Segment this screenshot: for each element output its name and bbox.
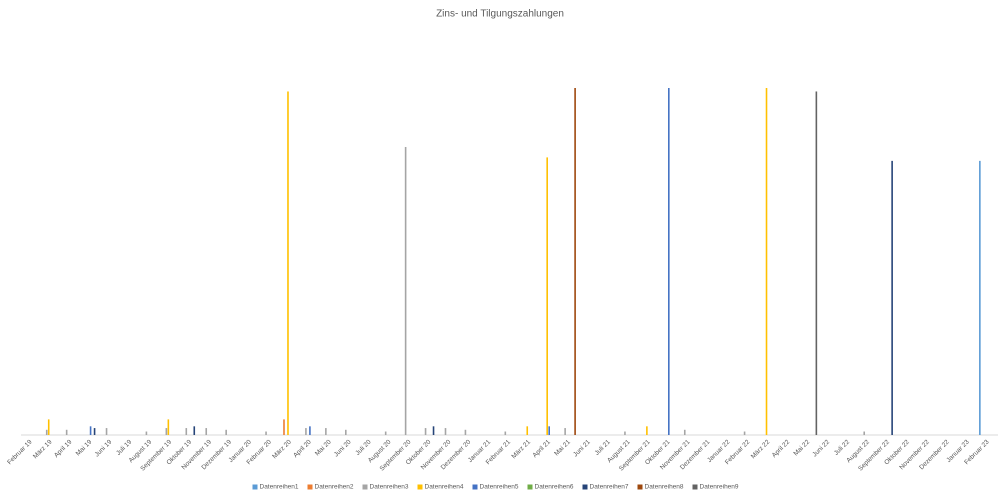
bar [815,91,818,435]
legend-label: Datenreihen7 [590,484,629,491]
bar [564,428,566,435]
bar [743,431,746,435]
legend-swatch [692,484,698,490]
legend-swatch [362,484,368,490]
bar [646,426,648,435]
bar [548,426,550,435]
legend-label: Datenreihen8 [645,484,684,491]
legend-swatch [417,484,423,490]
bar [205,428,208,435]
legend-label: Datenreihen6 [535,484,574,491]
bar [891,160,893,435]
bar [47,419,50,435]
bar [45,429,48,435]
bar [265,431,267,435]
bar [765,88,768,435]
bar [105,428,108,435]
legend-label: Datenreihen3 [370,484,409,491]
legend-swatch [252,484,258,490]
bar [504,431,507,435]
bar [384,431,387,435]
legend-swatch [307,484,313,490]
legend-label: Datenreihen5 [480,484,519,491]
bar [526,426,529,435]
legend-swatch [527,484,533,490]
bar [863,431,866,435]
legend-label: Datenreihen2 [315,484,354,491]
legend-swatch [637,484,643,490]
bar [193,426,196,435]
bar [65,429,68,435]
bar [574,88,576,435]
bar [287,91,289,435]
bar [89,426,92,435]
bar [305,428,307,435]
bar [464,429,467,435]
bar [167,419,170,435]
legend-label: Datenreihen1 [260,484,299,491]
legend-swatch [582,484,588,490]
bar [93,428,96,435]
bar [979,160,981,435]
bar [624,431,626,435]
bar [432,426,435,435]
bar [424,428,427,435]
legend-label: Datenreihen9 [700,484,739,491]
bar [309,426,311,435]
bar [283,419,285,435]
bar [225,429,227,435]
bar [325,428,327,435]
chart-title: Zins- und Tilgungszahlungen [436,9,564,20]
bar [185,428,188,435]
bar [668,88,670,435]
legend-swatch [472,484,478,490]
legend-label: Datenreihen4 [425,484,464,491]
bar [546,157,548,435]
bar [165,428,168,435]
bar [444,428,447,435]
bar [345,429,347,435]
bar [404,146,407,436]
bar [145,431,148,435]
bar [683,429,686,435]
